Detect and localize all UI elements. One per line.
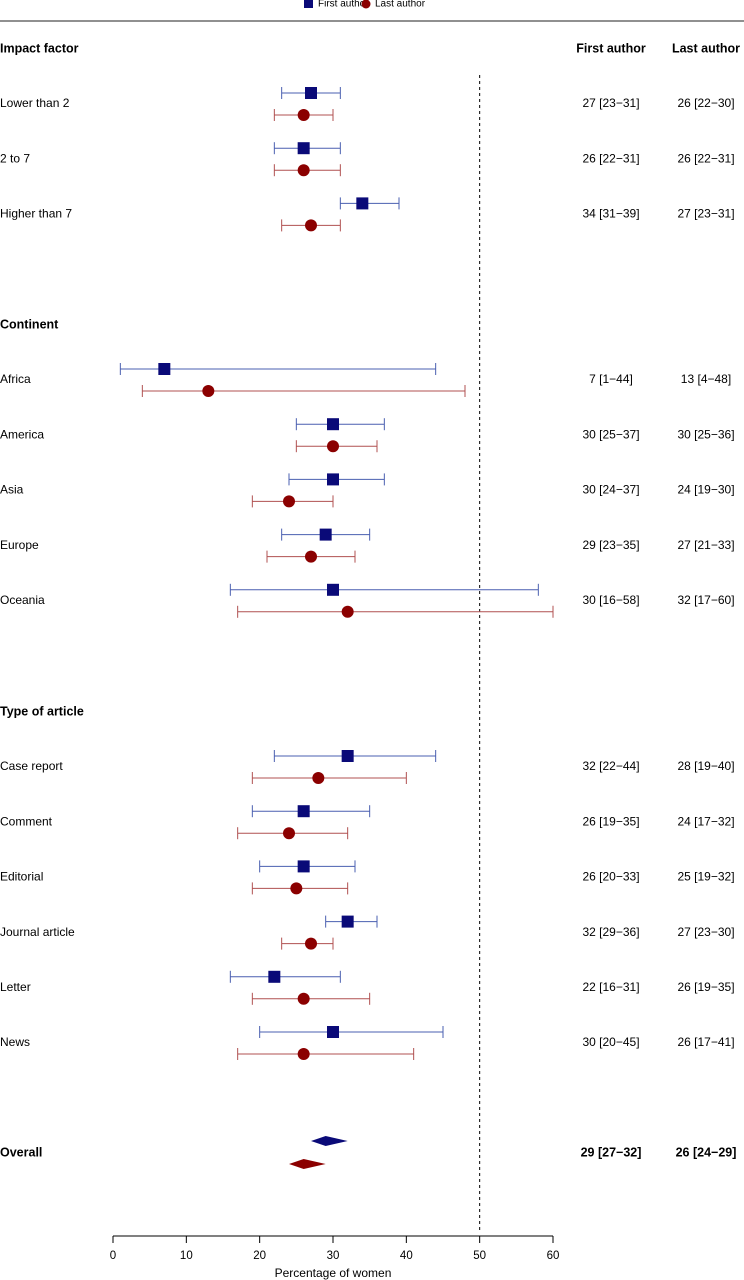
x-axis-tick-label: 50: [473, 1250, 486, 1262]
last-author-point: [305, 937, 317, 950]
last-author-point: [305, 219, 317, 232]
legend-first-marker: [304, 0, 313, 8]
row-label: Asia: [0, 483, 24, 497]
row-label: 2 to 7: [0, 151, 30, 165]
row-label: Journal article: [0, 925, 75, 939]
first-author-estimate-text: 30 [24−37]: [582, 483, 639, 497]
row-label: Higher than 7: [0, 207, 72, 221]
last-author-estimate-text: 24 [19−30]: [677, 483, 734, 497]
first-author-estimate-text: 27 [23−31]: [582, 96, 639, 110]
overall-last-author-estimate-text: 26 [24−29]: [676, 1145, 737, 1159]
first-author-point: [356, 197, 369, 210]
last-author-estimate-text: 30 [25−36]: [677, 427, 734, 441]
first-author-point: [268, 970, 281, 983]
x-axis-tick-label: 20: [253, 1250, 266, 1262]
last-author-estimate-text: 27 [23−31]: [677, 207, 734, 221]
section-title: Continent: [0, 317, 59, 331]
row-label: Case report: [0, 759, 63, 773]
legend-first-label: First author: [318, 0, 369, 10]
first-author-estimate-text: 29 [23−35]: [582, 538, 639, 552]
first-author-point: [327, 583, 339, 596]
last-author-estimate-text: 27 [23−30]: [677, 925, 734, 939]
row-label: News: [0, 1035, 30, 1049]
first-author-point: [297, 860, 310, 873]
last-author-estimate-text: 25 [19−32]: [677, 870, 734, 884]
column-header-first-author: First author: [576, 41, 646, 55]
section-title: Type of article: [0, 704, 84, 718]
last-author-point: [283, 495, 295, 508]
overall-first-author-estimate-text: 29 [27−32]: [581, 1145, 642, 1159]
x-axis-tick-label: 60: [547, 1250, 560, 1262]
first-author-point: [327, 473, 339, 486]
row-label: Africa: [0, 372, 31, 386]
last-author-estimate-text: 13 [4−48]: [681, 372, 731, 386]
legend-last-label: Last author: [375, 0, 426, 10]
first-author-point: [341, 915, 354, 928]
first-author-estimate-text: 32 [22−44]: [582, 759, 639, 773]
first-author-estimate-text: 34 [31−39]: [582, 207, 639, 221]
first-author-point: [319, 528, 332, 541]
first-author-estimate-text: 30 [25−37]: [582, 427, 639, 441]
last-author-point: [327, 440, 339, 453]
row-label: Lower than 2: [0, 96, 70, 110]
last-author-point: [202, 385, 215, 397]
first-author-point: [341, 750, 354, 762]
column-header-last-author: Last author: [672, 41, 740, 55]
first-author-estimate-text: 26 [19−35]: [582, 814, 639, 828]
first-author-point: [158, 363, 171, 375]
row-label: Letter: [0, 980, 31, 994]
last-author-estimate-text: 32 [17−60]: [677, 593, 734, 607]
last-author-point: [305, 550, 317, 563]
first-author-point: [327, 1026, 339, 1038]
first-author-point: [305, 87, 317, 99]
last-author-point: [297, 164, 310, 177]
x-axis-title: Percentage of women: [275, 1266, 392, 1280]
last-author-estimate-text: 26 [22−30]: [677, 96, 734, 110]
first-author-point: [297, 142, 310, 155]
last-author-estimate-text: 24 [17−32]: [677, 814, 734, 828]
first-author-point: [327, 418, 339, 431]
x-axis-tick-label: 40: [400, 1250, 413, 1262]
x-axis-tick-label: 10: [180, 1250, 193, 1262]
row-label: Oceania: [0, 593, 45, 607]
first-author-estimate-text: 32 [29−36]: [582, 925, 639, 939]
last-author-point: [283, 827, 295, 840]
overall-first-author-diamond: [311, 1136, 348, 1146]
first-author-estimate-text: 22 [16−31]: [582, 980, 639, 994]
last-author-point: [290, 882, 303, 895]
last-author-estimate-text: 26 [17−41]: [677, 1035, 734, 1049]
last-author-estimate-text: 28 [19−40]: [677, 759, 734, 773]
first-author-estimate-text: 30 [16−58]: [582, 593, 639, 607]
last-author-point: [297, 1048, 310, 1060]
row-label: Editorial: [0, 870, 43, 884]
legend-last-marker: [361, 0, 371, 9]
last-author-point: [297, 992, 310, 1005]
section-title: Impact factor: [0, 41, 79, 55]
overall-last-author-diamond: [289, 1159, 326, 1169]
last-author-estimate-text: 26 [22−31]: [677, 151, 734, 165]
first-author-estimate-text: 26 [22−31]: [582, 151, 639, 165]
overall-label: Overall: [0, 1145, 42, 1159]
row-label: America: [0, 427, 44, 441]
first-author-estimate-text: 30 [20−45]: [582, 1035, 639, 1049]
x-axis-tick-label: 30: [327, 1250, 340, 1262]
row-label: Comment: [0, 814, 53, 828]
first-author-estimate-text: 26 [20−33]: [582, 870, 639, 884]
row-label: Europe: [0, 538, 39, 552]
first-author-estimate-text: 7 [1−44]: [589, 372, 633, 386]
last-author-point: [341, 605, 354, 618]
last-author-estimate-text: 27 [21−33]: [677, 538, 734, 552]
last-author-point: [297, 109, 310, 121]
last-author-point: [312, 772, 325, 784]
last-author-estimate-text: 26 [19−35]: [677, 980, 734, 994]
x-axis-tick-label: 0: [110, 1250, 116, 1262]
first-author-point: [297, 805, 310, 818]
